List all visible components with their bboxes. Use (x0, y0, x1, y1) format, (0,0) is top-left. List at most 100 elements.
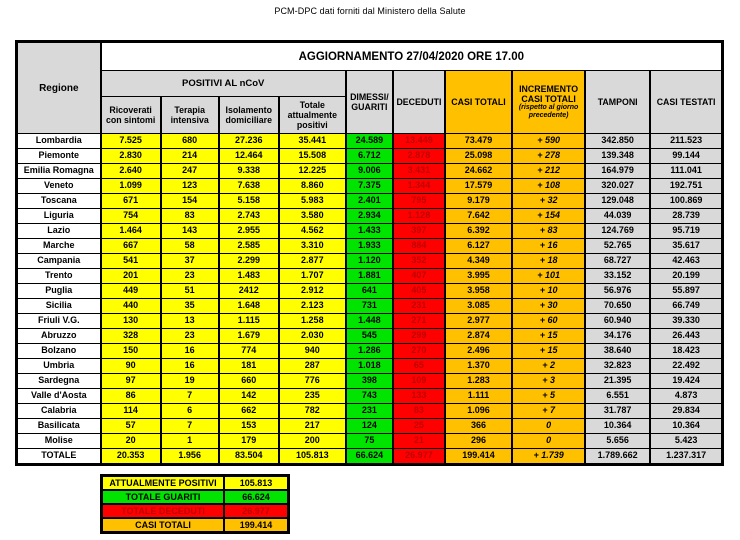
cell-isolamento: 7.638 (217, 178, 280, 194)
table-row: Valle d'Aosta 86 7 142 235 743 133 1.111 + 5 6.55… (15, 388, 724, 404)
cell-casi_testati: 26.443 (649, 328, 724, 344)
cell-casi_totali: 2.977 (443, 313, 514, 329)
cell-ricoverati: 440 (99, 298, 162, 314)
cell-dimessi: 398 (344, 373, 394, 389)
cell-terapia: 680 (159, 133, 220, 149)
region-name: Abruzzo (15, 328, 102, 344)
cell-tamponi: 31.787 (584, 403, 652, 419)
cell-casi_testati: 99.144 (649, 148, 724, 164)
cell-terapia: 7 (159, 388, 220, 404)
cell-ricoverati: 754 (99, 208, 162, 224)
cell-incremento: + 15 (511, 343, 587, 359)
cell-ricoverati: 130 (99, 313, 162, 329)
table-row: Veneto 1.099 123 7.638 8.860 7.375 1.344 17.579… (15, 178, 724, 194)
cell-isolamento: 774 (217, 343, 280, 359)
cell-casi_totali: 3.995 (443, 268, 514, 284)
cell-ricoverati: 150 (99, 343, 162, 359)
cell-casi_testati: 20.199 (649, 268, 724, 284)
cell-tamponi: 70.650 (584, 298, 652, 314)
cell-totale_positivi: 940 (277, 343, 347, 359)
cell-deceduti: 352 (391, 253, 446, 269)
cell-deceduti: 270 (391, 343, 446, 359)
cell-tamponi: 33.152 (584, 268, 652, 284)
cell-totale_positivi: 1.707 (277, 268, 347, 284)
cell-casi_totali: 366 (443, 418, 514, 434)
cell-deceduti: 1.128 (391, 208, 446, 224)
cell-isolamento: 5.158 (217, 193, 280, 209)
cell-deceduti: 231 (391, 298, 446, 314)
cell-dimessi: 66.624 (344, 448, 394, 465)
cell-ricoverati: 2.640 (99, 163, 162, 179)
region-name: Emilia Romagna (15, 163, 102, 179)
cell-casi_totali: 296 (443, 433, 514, 449)
cell-dimessi: 2.401 (344, 193, 394, 209)
cell-incremento: + 10 (511, 283, 587, 299)
cell-deceduti: 884 (391, 238, 446, 254)
cell-totale_positivi: 2.123 (277, 298, 347, 314)
cell-ricoverati: 97 (99, 373, 162, 389)
header-incremento: INCREMENTO CASI TOTALI (rispetto al gior… (511, 70, 587, 134)
header-positivi-group: POSITIVI AL nCoV (99, 70, 347, 97)
cell-ricoverati: 2.830 (99, 148, 162, 164)
cell-deceduti: 299 (391, 328, 446, 344)
summary-label: ATTUALMENTE POSITIVI (100, 474, 225, 491)
cell-terapia: 154 (159, 193, 220, 209)
cell-incremento: + 16 (511, 238, 587, 254)
region-name: Sicilia (15, 298, 102, 314)
cell-totale_positivi: 105.813 (277, 448, 347, 465)
cell-isolamento: 2412 (217, 283, 280, 299)
table-row: Sicilia 440 35 1.648 2.123 731 231 3.085 + 30 70.… (15, 298, 724, 314)
cell-casi_totali: 2.874 (443, 328, 514, 344)
cell-terapia: 19 (159, 373, 220, 389)
summary-label: CASI TOTALI (100, 517, 225, 534)
cell-casi_testati: 35.617 (649, 238, 724, 254)
cell-isolamento: 12.464 (217, 148, 280, 164)
cell-totale_positivi: 200 (277, 433, 347, 449)
table-row: Lombardia 7.525 680 27.236 35.441 24.589 13.44… (15, 133, 724, 149)
cell-deceduti: 109 (391, 373, 446, 389)
region-name: Bolzano (15, 343, 102, 359)
totale-row: TOTALE 20.353 1.956 83.504 105.813 66.624 26.9… (15, 448, 724, 465)
cell-isolamento: 1.679 (217, 328, 280, 344)
cell-ricoverati: 671 (99, 193, 162, 209)
cell-tamponi: 139.348 (584, 148, 652, 164)
cell-totale_positivi: 15.508 (277, 148, 347, 164)
cell-dimessi: 731 (344, 298, 394, 314)
cell-isolamento: 2.955 (217, 223, 280, 239)
cell-dimessi: 545 (344, 328, 394, 344)
cell-casi_testati: 39.330 (649, 313, 724, 329)
cell-isolamento: 83.504 (217, 448, 280, 465)
cell-ricoverati: 57 (99, 418, 162, 434)
cell-ricoverati: 328 (99, 328, 162, 344)
summary-label: TOTALE DECEDUTI (100, 503, 225, 519)
cell-terapia: 23 (159, 328, 220, 344)
summary-value: 26.977 (223, 503, 290, 519)
cell-totale_positivi: 235 (277, 388, 347, 404)
header-update: AGGIORNAMENTO 27/04/2020 ORE 17.00 (99, 41, 724, 71)
cell-terapia: 37 (159, 253, 220, 269)
cell-dimessi: 124 (344, 418, 394, 434)
table-row: Molise 20 1 179 200 75 21 296 0 5.656 5.423 (15, 433, 724, 449)
cell-ricoverati: 20 (99, 433, 162, 449)
cell-casi_testati: 100.869 (649, 193, 724, 209)
region-name: Molise (15, 433, 102, 449)
table-row: Abruzzo 328 23 1.679 2.030 545 299 2.874 + 15 34.… (15, 328, 724, 344)
cell-casi_totali: 7.642 (443, 208, 514, 224)
cell-dimessi: 1.286 (344, 343, 394, 359)
cell-terapia: 23 (159, 268, 220, 284)
cell-tamponi: 320.027 (584, 178, 652, 194)
cell-totale_positivi: 2.912 (277, 283, 347, 299)
header-deceduti: DECEDUTI (391, 70, 446, 134)
cell-tamponi: 44.039 (584, 208, 652, 224)
cell-casi_totali: 1.370 (443, 358, 514, 374)
cell-ricoverati: 667 (99, 238, 162, 254)
cell-incremento: + 60 (511, 313, 587, 329)
cell-tamponi: 129.048 (584, 193, 652, 209)
cell-terapia: 247 (159, 163, 220, 179)
cell-incremento: + 30 (511, 298, 587, 314)
summary-value: 105.813 (223, 474, 290, 491)
cell-casi_testati: 22.492 (649, 358, 724, 374)
region-name: Umbria (15, 358, 102, 374)
region-name: Liguria (15, 208, 102, 224)
cell-incremento: + 5 (511, 388, 587, 404)
